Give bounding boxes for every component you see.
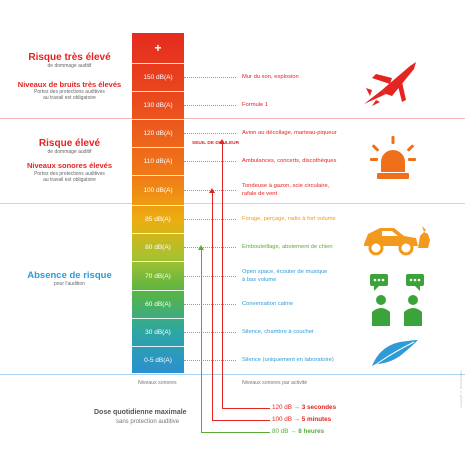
high-risk-subtitle: de dommage auditif [47, 149, 92, 155]
leader-line [184, 247, 236, 248]
decibel-scale-bar [132, 33, 184, 373]
dose-db-120: 120 dB [272, 404, 292, 411]
activity-line-2: rafale de vent [242, 191, 278, 197]
connector-120 [222, 408, 270, 409]
arrow-icon: → [290, 428, 297, 435]
arrow-head-80 [198, 245, 204, 250]
high-risk-title: Risque élevé [38, 138, 101, 149]
dose-title: Dose quotidienne maximale [94, 409, 187, 416]
activity-label: Mur du son, explosion [242, 73, 299, 81]
very-high-note-line2: au travail est obligatoire [43, 95, 96, 101]
no-risk-subtitle: pour l'audition [54, 281, 85, 287]
high-levels-heading: Niveaux sonores élevés [26, 161, 113, 170]
scale-level-cell: 0-5 dB(A) [132, 346, 184, 373]
activity-label: Avion au décollage, marteau-piqueur [242, 129, 337, 137]
activity-label: Tondeuse à gazon, scie circulaire, rafale… [242, 182, 329, 198]
activity-line-1: Open space, écouter de musique [242, 268, 328, 275]
activity-line-1: Forage, perçage, radio à fort volume [242, 216, 336, 222]
activity-label: Conversation calme [242, 300, 293, 308]
separator-high [0, 203, 465, 204]
activity-line-1: Formule 1 [242, 102, 269, 108]
leader-line [184, 133, 236, 134]
leader-line [184, 219, 236, 220]
activity-label: Forage, perçage, radio à fort volume [242, 215, 336, 223]
leader-line [184, 359, 236, 361]
no-risk-title: Absence de risque [27, 270, 112, 281]
scale-level-cell: 80 dB(A) [132, 233, 184, 261]
high-note-line1: Portez des protections auditives [34, 171, 105, 177]
activity-line-1: Silence (uniquement en laboratoire) [242, 356, 334, 363]
activity-label: Ambulances, concerts, discothèques [242, 157, 336, 165]
dose-duration-120: 3 secondes [301, 404, 337, 411]
activity-label: Open space, écouter de musique à bas volu… [242, 268, 327, 284]
very-high-risk-title: Risque très élevé [28, 52, 111, 63]
activity-line-1: Avion au décollage, marteau-piqueur [242, 130, 337, 136]
very-high-note-line1: Portez des protections auditives [34, 89, 105, 95]
connector-80 [201, 432, 270, 433]
dose-db-100: 100 dB [272, 416, 292, 423]
levels-axis-label: Niveaux sonores [138, 380, 177, 386]
activity-line-1: Conversation calme [242, 301, 294, 307]
dose-subtitle: sans protection auditive [116, 419, 180, 425]
leader-line [184, 161, 236, 162]
arrow-head-120 [219, 139, 225, 144]
scale-level-cell: 30 dB(A) [132, 318, 184, 346]
arrow-icon: → [293, 404, 301, 411]
activity-label: Silence (uniquement en laboratoire) [242, 356, 334, 364]
arrow-head-100 [209, 188, 215, 193]
activity-line-1: Ambulances, concerts, discothèques [242, 158, 337, 164]
dose-duration-100: 5 minutes [301, 416, 332, 423]
copyright-note: Copyright © 2018 Amplifon [459, 370, 463, 408]
activity-label: Formule 1 [242, 101, 268, 109]
connector-100 [212, 420, 270, 421]
activity-label: Embouteillage, aboiement de chien [242, 243, 333, 251]
separator-bottom [0, 374, 465, 375]
dose-row-120: 120 dB → 3 secondes [272, 404, 336, 411]
arrow-icon: → [293, 416, 301, 423]
dose-row-100: 100 dB → 5 minutes [272, 416, 331, 423]
siren-light-icon [370, 136, 416, 179]
scale-level-cell: 70 dB(A) [132, 261, 184, 290]
scale-level-cell: 85 dB(A) [132, 205, 184, 233]
activity-line-1: Mur du son, explosion [242, 74, 299, 80]
activity-line-1: Embouteillage, aboiement de chien [242, 244, 333, 250]
scale-level-cell: 110 dB(A) [132, 147, 184, 175]
separator-very-high [0, 118, 465, 119]
dose-row-80: 80 dB → 8 heures [272, 428, 324, 435]
leader-line [184, 77, 236, 78]
scale-level-cell: 120 dB(A) [132, 119, 184, 147]
scale-level-cell: 60 dB(A) [132, 290, 184, 318]
feather-icon [372, 340, 418, 367]
leader-line [184, 275, 236, 277]
arrow-line-120 [222, 143, 223, 408]
scale-level-cell: 130 dB(A) [132, 91, 184, 119]
conversation-people-icon [370, 274, 424, 326]
dose-duration-80: 8 heures [298, 428, 325, 435]
scale-level-cell: 100 dB(A) [132, 175, 184, 205]
scale-level-cell: 150 dB(A) [132, 63, 184, 91]
car-and-dog-icon [364, 226, 430, 256]
very-high-levels-heading: Niveaux de bruits très élevés [17, 80, 122, 89]
arrow-line-80 [201, 249, 202, 432]
scale-plus-cell: + [154, 41, 162, 55]
activity-line-1: Silence, chambre à coucher [242, 329, 314, 335]
high-note-line2: au travail est obligatoire [43, 177, 96, 183]
activity-line-2: à bas volume [242, 276, 277, 283]
activity-line-1: Tondeuse à gazon, scie circulaire, [242, 183, 330, 189]
activity-axis-label: Niveaux sonores par activité [242, 380, 308, 386]
dose-db-80: 80 dB [272, 428, 289, 435]
fighter-jet-icon [364, 62, 416, 106]
activity-label: Silence, chambre à coucher [242, 328, 314, 336]
leader-line [184, 105, 236, 106]
arrow-line-100 [212, 192, 213, 420]
pain-threshold-label: SEUIL DE DOULEUR [192, 141, 240, 146]
leader-line [184, 332, 236, 333]
very-high-risk-subtitle: de dommage auditif [47, 63, 92, 69]
leader-line [184, 304, 236, 305]
